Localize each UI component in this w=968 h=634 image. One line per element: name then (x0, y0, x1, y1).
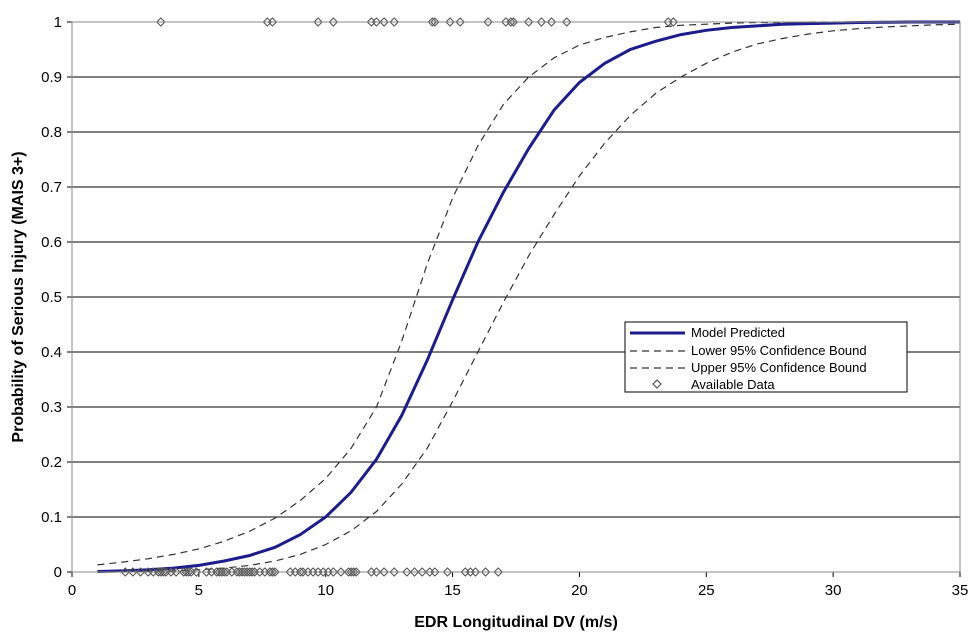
data-point-marker (328, 567, 339, 577)
data-point-marker (483, 17, 493, 27)
data-point-marker (417, 567, 427, 577)
data-point-marker (561, 17, 572, 27)
data-point-marker (295, 567, 306, 577)
data-point-marker (409, 567, 420, 577)
data-point-marker (546, 17, 557, 27)
data-point-marker (351, 567, 361, 577)
x-axis-tick-labels: 0 5 10 15 20 25 30 35 (68, 571, 968, 599)
data-point-marker (313, 17, 323, 27)
legend-label-lower: Lower 95% Confidence Bound (691, 343, 867, 358)
x-tick-label: 30 (825, 582, 842, 599)
y-axis-tick-labels: 0 0.1 0.2 0.3 0.4 0.5 0.6 0.7 0.8 0.9 1 (41, 14, 72, 581)
data-point-marker (379, 567, 389, 577)
data-point-marker (247, 567, 257, 577)
data-point-marker (389, 17, 399, 27)
y-tick-label: 0.1 (41, 509, 62, 526)
data-point-marker (120, 567, 131, 577)
legend-label-data: Available Data (691, 377, 775, 392)
y-tick-label: 0.6 (41, 234, 62, 251)
y-tick-label: 0.4 (41, 344, 62, 361)
data-point-marker (183, 567, 194, 577)
series-layer (97, 20, 961, 573)
data-point-marker (493, 567, 504, 577)
y-tick-label: 0.7 (41, 179, 62, 196)
data-point-marker (427, 17, 438, 27)
x-tick-label: 0 (68, 582, 76, 599)
y-tick-label: 0.5 (41, 289, 62, 306)
legend-label-upper: Upper 95% Confidence Bound (691, 360, 867, 375)
data-point-marker (480, 567, 491, 577)
data-point-marker (371, 567, 382, 577)
data-point-marker (470, 567, 481, 577)
data-point-marker (267, 17, 278, 27)
data-point-marker (402, 567, 412, 577)
data-point-marker (267, 567, 278, 577)
data-point-marker (191, 567, 202, 577)
legend-label-model: Model Predicted (691, 325, 785, 340)
y-tick-label: 0.3 (41, 399, 62, 416)
data-point-marker (219, 567, 230, 577)
data-markers (120, 17, 679, 577)
data-point-marker (430, 567, 440, 577)
y-tick-label: 1 (54, 14, 62, 31)
data-point-marker (128, 567, 138, 577)
plot-area-frame (71, 21, 961, 573)
data-point-marker (379, 17, 389, 27)
data-point-marker (668, 17, 679, 27)
legend-swatch-data (652, 379, 662, 389)
series-upper-95-bound (97, 23, 961, 573)
legend: Model Predicted Lower 95% Confidence Bou… (624, 321, 908, 393)
data-point-marker (171, 567, 181, 577)
data-point-marker (389, 567, 399, 577)
data-point-marker (270, 567, 280, 577)
y-tick-label: 0 (54, 564, 62, 581)
x-tick-label: 15 (444, 582, 461, 599)
x-tick-label: 35 (952, 582, 968, 599)
y-tick-label: 0.8 (41, 124, 62, 141)
data-point-marker (158, 567, 169, 577)
x-tick-label: 5 (195, 582, 203, 599)
data-point-marker (536, 17, 547, 27)
gridlines (72, 21, 960, 573)
data-point-marker (336, 567, 346, 577)
data-point-marker (328, 17, 339, 27)
data-point-marker (523, 17, 534, 27)
y-axis-title: Probability of Serious Injury (MAIS 3+) (10, 151, 27, 442)
data-point-marker (506, 17, 516, 27)
series-model-predicted (97, 20, 960, 573)
data-point-marker (508, 17, 519, 27)
y-tick-label: 0.9 (41, 69, 62, 86)
x-tick-label: 20 (571, 582, 588, 599)
data-point-marker (156, 17, 166, 27)
x-tick-label: 10 (317, 582, 334, 599)
x-axis-title: EDR Longitudinal DV (m/s) (414, 614, 618, 631)
data-point-marker (445, 17, 455, 27)
data-point-marker (371, 17, 382, 27)
data-point-marker (135, 567, 146, 577)
y-tick-label: 0.2 (41, 454, 62, 471)
x-tick-label: 25 (698, 582, 715, 599)
data-point-marker (442, 567, 453, 577)
data-point-marker (348, 567, 359, 577)
data-point-marker (455, 17, 465, 27)
series-lower-95-bound (97, 21, 960, 566)
data-point-marker (430, 17, 440, 27)
